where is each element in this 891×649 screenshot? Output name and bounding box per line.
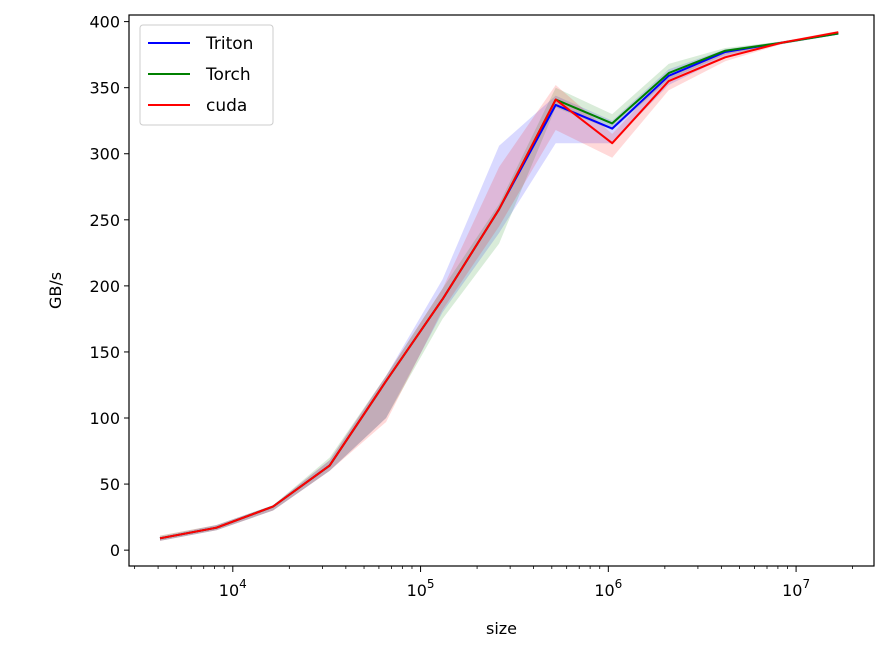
legend-label-torch: Torch [205, 65, 251, 85]
x-axis-ticks: 104 105 106 107 [134, 566, 854, 600]
y-tick-label: 150 [89, 343, 120, 362]
line-cuda [159, 31, 839, 540]
y-tick-label: 300 [89, 145, 120, 164]
legend: Triton Torch cuda [139, 24, 274, 126]
x-axis-label: size [486, 619, 517, 638]
series-lines [159, 31, 839, 540]
y-axis-ticks: 0 50 100 150 200 250 300 350 400 [89, 13, 129, 560]
y-tick-label: 350 [89, 79, 120, 98]
legend-label-triton: Triton [205, 34, 253, 54]
x-tick-label: 104 [219, 577, 247, 600]
y-tick-label: 0 [110, 541, 120, 560]
legend-box [139, 24, 274, 126]
y-tick-label: 100 [89, 409, 120, 428]
x-tick-label: 105 [407, 577, 435, 600]
y-axis-label: GB/s [46, 272, 65, 309]
plot-frame [128, 14, 875, 567]
y-tick-label: 250 [89, 211, 120, 230]
x-tick-label: 106 [594, 577, 622, 600]
y-tick-label: 400 [89, 13, 120, 32]
y-tick-label: 50 [100, 475, 120, 494]
x-tick-label: 107 [782, 577, 810, 600]
y-tick-label: 200 [89, 277, 120, 296]
legend-label-cuda: cuda [206, 96, 247, 116]
